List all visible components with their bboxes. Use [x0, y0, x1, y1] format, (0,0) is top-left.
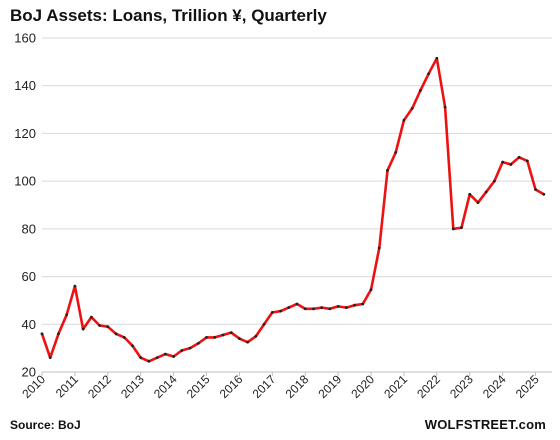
data-point: [262, 322, 266, 326]
data-point: [353, 303, 356, 307]
data-point: [394, 151, 398, 154]
data-point: [410, 106, 414, 110]
data-point: [525, 159, 529, 163]
data-point: [172, 355, 176, 358]
data-point: [460, 226, 463, 230]
data-point: [476, 201, 480, 205]
data-point: [270, 310, 274, 314]
data-point: [509, 163, 513, 166]
data-point: [303, 307, 307, 311]
data-point: [163, 352, 167, 356]
plot-area: [40, 56, 546, 363]
source-note: Source: BoJ: [10, 418, 81, 432]
x-tick-label: 2025: [513, 372, 542, 401]
data-point: [377, 246, 381, 250]
x-tick-label: 2018: [283, 372, 312, 401]
data-point: [344, 306, 348, 309]
data-point: [328, 307, 332, 311]
data-point: [147, 359, 151, 363]
data-point: [369, 288, 373, 292]
data-point: [435, 56, 439, 60]
y-tick-label: 40: [22, 317, 36, 332]
x-tick-label: 2021: [381, 372, 410, 401]
data-point: [542, 192, 546, 196]
x-tick-label: 2014: [151, 372, 180, 401]
data-point: [320, 306, 324, 309]
data-point: [48, 356, 52, 360]
data-point: [238, 337, 241, 340]
data-point: [312, 307, 315, 311]
y-tick-label: 60: [22, 269, 36, 284]
gridlines: [42, 37, 552, 373]
data-point: [534, 188, 537, 191]
data-point: [89, 315, 93, 319]
data-point: [114, 332, 118, 336]
data-point: [139, 356, 143, 360]
data-point: [443, 105, 447, 109]
y-tick-label: 120: [14, 126, 36, 141]
data-point: [180, 349, 184, 352]
y-tick-label: 160: [14, 31, 36, 46]
y-tick-label: 20: [22, 365, 36, 380]
data-point: [254, 334, 258, 338]
x-tick-label: 2022: [414, 372, 443, 401]
brand-watermark: WOLFSTREET.com: [424, 417, 546, 432]
data-point: [196, 341, 200, 345]
data-point: [402, 118, 406, 122]
data-point: [122, 336, 126, 339]
data-point: [279, 309, 282, 313]
data-point: [501, 160, 505, 164]
x-tick-label: 2024: [480, 372, 509, 401]
x-tick-label: 2020: [348, 372, 377, 401]
x-tick-label: 2015: [184, 372, 213, 401]
data-point: [517, 155, 521, 159]
data-point: [427, 72, 431, 76]
x-tick-label: 2011: [53, 372, 81, 400]
x-tick-label: 2023: [447, 372, 476, 401]
data-point: [493, 179, 496, 183]
x-tick-label: 2013: [118, 372, 147, 401]
y-axis: 20 40 60 80 100 120 140 160: [14, 31, 36, 380]
data-point: [336, 304, 340, 308]
y-tick-label: 80: [22, 221, 36, 236]
x-tick-label: 2019: [315, 372, 344, 401]
data-point: [229, 331, 233, 335]
data-point: [57, 332, 60, 336]
data-point: [246, 340, 250, 344]
x-tick-label: 2017: [250, 372, 279, 401]
chart-title: BoJ Assets: Loans, Trillion ¥, Quarterly: [10, 6, 327, 25]
data-point: [386, 169, 389, 172]
data-point: [73, 284, 77, 288]
data-point: [484, 190, 488, 194]
data-point: [468, 192, 472, 196]
data-point: [131, 344, 134, 348]
x-tick-label: 2012: [85, 372, 114, 401]
y-tick-label: 140: [14, 78, 36, 93]
data-point: [106, 325, 110, 329]
x-tick-label: 2016: [217, 372, 246, 401]
data-point: [65, 313, 69, 317]
data-point: [451, 227, 455, 231]
data-point: [361, 302, 365, 306]
data-point: [98, 324, 101, 327]
x-axis: 2010 2011 2012 2013 2014 2015 2016 2017 2018 2019…: [19, 372, 542, 401]
data-point: [287, 306, 291, 309]
data-point: [40, 332, 44, 336]
data-point: [188, 346, 192, 350]
data-point: [418, 89, 422, 92]
data-point: [213, 336, 217, 339]
data-point: [221, 333, 225, 337]
data-point: [295, 302, 299, 306]
data-point: [81, 327, 85, 331]
series-line: [40, 56, 546, 363]
data-point: [205, 336, 208, 339]
data-point: [155, 356, 159, 360]
y-tick-label: 100: [14, 174, 36, 189]
